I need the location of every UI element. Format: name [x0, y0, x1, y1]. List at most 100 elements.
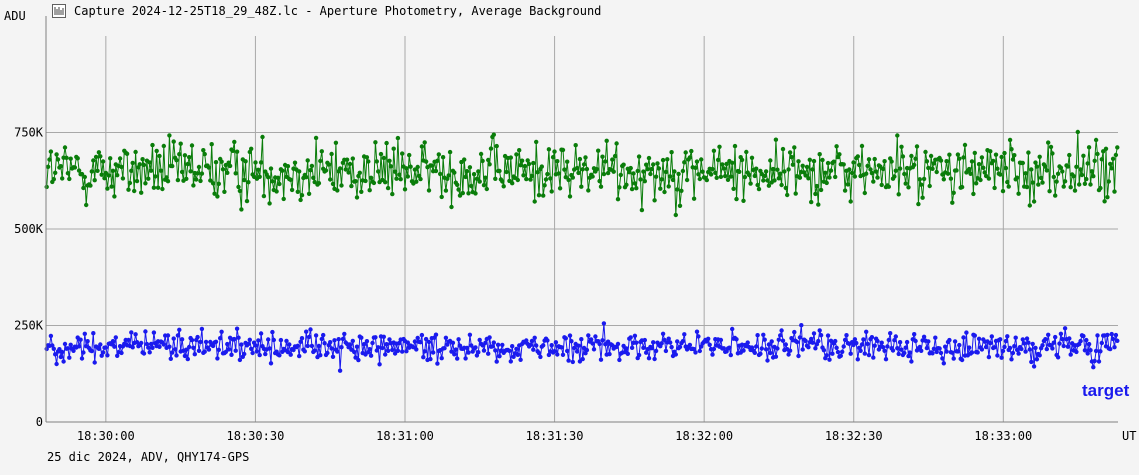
data-point [285, 164, 291, 169]
data-point [514, 346, 519, 352]
data-point [566, 358, 571, 363]
data-point [814, 183, 820, 189]
data-point [995, 353, 1000, 358]
data-point [53, 170, 58, 175]
data-point [727, 345, 732, 350]
data-point [941, 361, 946, 366]
x-tick-label: 18:33:00 [974, 429, 1032, 443]
data-point [1024, 336, 1030, 341]
data-point [634, 340, 639, 345]
data-point [930, 351, 935, 356]
data-point [968, 171, 973, 176]
data-point [605, 170, 611, 176]
data-point [761, 178, 766, 183]
data-point [196, 348, 202, 353]
data-point [206, 347, 212, 352]
data-point [134, 178, 140, 184]
data-point [1074, 164, 1079, 169]
data-point [680, 168, 686, 174]
data-point [308, 327, 313, 332]
data-point [243, 159, 248, 164]
data-point [792, 145, 797, 150]
data-point [356, 357, 361, 363]
data-point [907, 350, 913, 355]
data-point [857, 162, 862, 168]
data-point [628, 165, 633, 171]
data-point [543, 177, 549, 182]
data-point [450, 340, 456, 345]
data-point [476, 350, 481, 355]
data-point [803, 173, 808, 178]
data-point [287, 342, 292, 347]
data-point [572, 345, 577, 351]
data-point [596, 148, 601, 153]
data-point [899, 144, 904, 149]
data-point [954, 168, 959, 173]
series-series-1 [44, 129, 1120, 218]
data-point [404, 349, 409, 354]
data-point [967, 345, 972, 350]
data-point [659, 177, 664, 182]
data-point [1071, 174, 1076, 179]
data-point [54, 152, 59, 157]
data-point [734, 337, 739, 342]
data-point [739, 157, 745, 163]
data-point [64, 155, 69, 160]
data-point [871, 355, 876, 360]
data-point [1065, 344, 1071, 349]
data-point [779, 328, 784, 333]
data-point [1026, 150, 1031, 155]
data-point [969, 159, 975, 164]
data-point [934, 169, 939, 175]
data-point [305, 343, 310, 349]
data-point [673, 212, 678, 218]
data-point [746, 172, 752, 178]
data-point [216, 347, 221, 352]
data-point [112, 194, 117, 199]
data-point [161, 342, 166, 347]
data-point [636, 154, 642, 159]
data-point [982, 170, 987, 175]
data-point [645, 167, 650, 172]
data-point [806, 176, 811, 181]
data-point [330, 181, 336, 187]
data-point [983, 344, 989, 350]
data-point [576, 343, 581, 348]
data-point [823, 170, 828, 175]
data-point [421, 355, 426, 360]
data-point [1027, 347, 1033, 352]
data-point [488, 146, 494, 151]
data-point [473, 345, 478, 350]
data-point [364, 339, 370, 344]
data-point [329, 151, 334, 157]
data-point [906, 353, 911, 359]
data-point [463, 174, 468, 180]
data-point [493, 348, 498, 353]
data-point [778, 333, 783, 338]
data-point [384, 342, 389, 347]
data-point [1098, 349, 1103, 354]
data-point [71, 348, 76, 353]
data-point [1074, 349, 1079, 355]
data-point [57, 347, 62, 352]
data-point [147, 350, 152, 355]
data-point [546, 147, 552, 152]
data-point [962, 142, 968, 148]
data-point [560, 352, 566, 357]
data-point [383, 180, 388, 185]
data-point [552, 349, 557, 354]
data-point [859, 342, 865, 347]
data-point [202, 151, 207, 157]
data-point [1026, 340, 1031, 345]
data-point [892, 338, 897, 343]
data-point [487, 162, 492, 167]
data-point [431, 350, 436, 355]
data-point [361, 342, 367, 347]
data-point [483, 175, 488, 180]
data-point [614, 141, 619, 146]
data-point [628, 335, 633, 340]
data-point [930, 166, 935, 171]
data-point [367, 188, 372, 193]
data-point [257, 174, 262, 179]
